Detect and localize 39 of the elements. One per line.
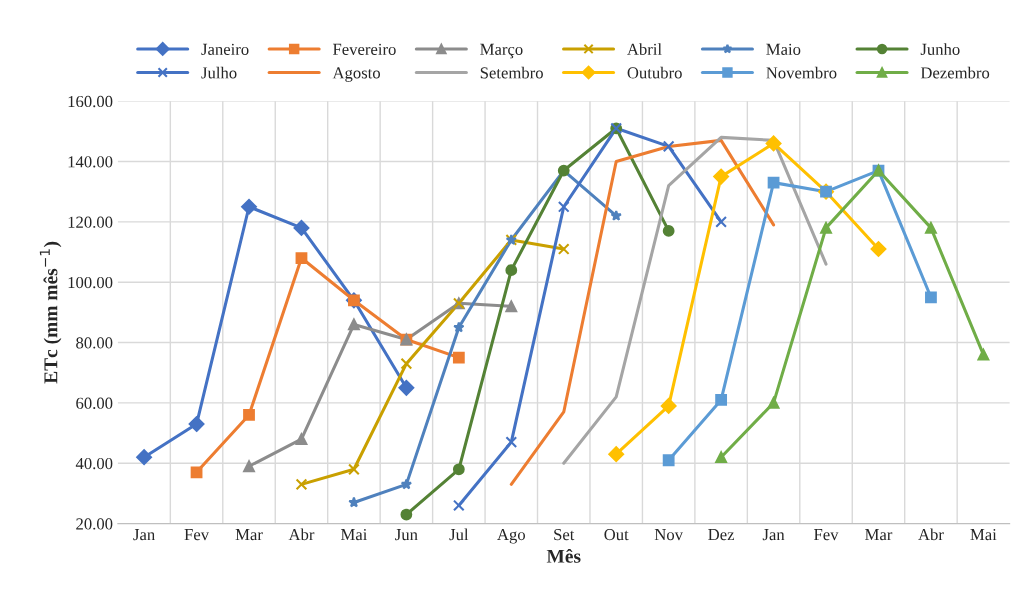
legend-label: Abril: [627, 43, 662, 55]
legend-label: Outubro: [627, 66, 682, 79]
x-tick-label: Jul: [449, 528, 469, 541]
y-tick-label: 80.00: [76, 337, 113, 349]
y-tick-label: 160.00: [68, 95, 113, 108]
x-tick-label: Mai: [340, 528, 368, 541]
x-tick-label: Jun: [395, 529, 418, 541]
x-tick-label: Abr: [918, 528, 944, 541]
y-tick-label: 60.00: [76, 397, 113, 409]
x-axis-title: Mês: [546, 548, 581, 563]
legend-label: Fevereiro: [332, 43, 396, 55]
x-tick-label: Jan: [762, 529, 785, 541]
legend-label: Dezembro: [920, 66, 990, 79]
x-tick-label: Ago: [497, 528, 526, 544]
x-tick-label: Fev: [814, 529, 839, 541]
x-tick-label: Jan: [133, 529, 155, 541]
x-tick-label: Fev: [184, 529, 210, 541]
x-tick-label: Nov: [654, 529, 684, 541]
legend-label: Maio: [766, 43, 801, 55]
legend-label: Junho: [920, 43, 960, 55]
x-tick-label: Abr: [288, 528, 315, 541]
x-tick-label: Set: [554, 528, 575, 541]
legend-label: Março: [480, 43, 523, 59]
y-tick-label: 140.00: [68, 156, 113, 168]
x-tick-label: Mar: [235, 529, 263, 541]
legend-label: Janeiro: [201, 43, 249, 55]
legend-label: Setembro: [480, 66, 543, 79]
y-tick-label: 20.00: [76, 518, 113, 530]
y-axis-title: ETc (mm mês$^{−1}$): [39, 241, 62, 384]
y-tick-label: 120.00: [68, 216, 113, 228]
legend-label: Agosto: [332, 67, 381, 82]
x-tick-label: Mai: [970, 528, 997, 541]
y-tick-label: 100.00: [68, 276, 113, 289]
x-tick-label: Dez: [708, 529, 735, 541]
legend-label: Julho: [201, 66, 237, 79]
x-tick-label: Mar: [865, 529, 893, 541]
x-tick-label: Out: [604, 528, 629, 541]
legend-label: Novembro: [766, 66, 837, 79]
y-tick-label: 40.00: [75, 457, 113, 470]
